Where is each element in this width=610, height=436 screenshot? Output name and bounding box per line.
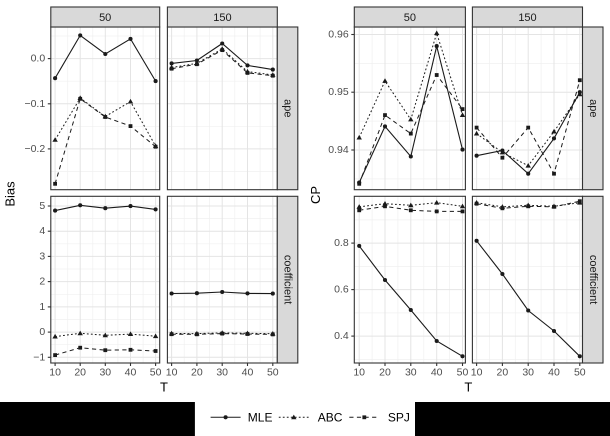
svg-text:0.96: 0.96 [328,29,349,41]
svg-text:150: 150 [518,12,536,24]
svg-text:0.6: 0.6 [334,284,349,296]
svg-text:coefficient: coefficient [587,255,599,304]
svg-text:30: 30 [522,367,534,379]
svg-text:40: 40 [548,367,560,379]
svg-text:50: 50 [150,367,162,379]
svg-text:1: 1 [39,301,45,313]
svg-text:−1: −1 [33,351,45,363]
svg-text:0.95: 0.95 [328,86,349,98]
svg-text:150: 150 [213,12,231,24]
svg-text:ape: ape [282,99,294,117]
svg-text:CP: CP [308,186,323,204]
svg-text:20: 20 [497,367,509,379]
svg-text:40: 40 [431,367,443,379]
svg-text:10: 10 [353,367,365,379]
svg-text:40: 40 [125,367,137,379]
svg-text:30: 30 [405,367,417,379]
svg-text:3: 3 [39,250,45,262]
svg-text:10: 10 [166,367,178,379]
svg-text:30: 30 [99,367,111,379]
svg-text:T: T [160,380,168,395]
svg-text:4: 4 [39,225,45,237]
svg-text:20: 20 [191,367,203,379]
svg-text:coefficient: coefficient [282,255,294,304]
svg-text:50: 50 [404,12,416,24]
svg-text:ABC: ABC [318,410,343,424]
svg-text:ape: ape [587,99,599,117]
svg-text:T: T [464,380,472,395]
svg-text:0: 0 [39,326,45,338]
svg-text:2: 2 [39,276,45,288]
svg-text:20: 20 [379,367,391,379]
svg-text:10: 10 [471,367,483,379]
svg-text:0.8: 0.8 [334,237,349,249]
svg-text:10: 10 [49,367,61,379]
svg-text:Bias: Bias [3,181,18,207]
svg-text:50: 50 [574,367,586,379]
svg-text:0.4: 0.4 [334,330,349,342]
svg-text:50: 50 [267,367,279,379]
svg-text:5: 5 [39,200,45,212]
svg-text:MLE: MLE [248,410,273,424]
svg-text:0.94: 0.94 [328,144,349,156]
svg-text:0.0: 0.0 [31,53,46,65]
svg-text:−0.1: −0.1 [24,98,45,110]
svg-text:20: 20 [74,367,86,379]
svg-text:SPJ: SPJ [388,410,410,424]
svg-text:−0.2: −0.2 [24,143,45,155]
svg-text:50: 50 [99,12,111,24]
svg-text:30: 30 [216,367,228,379]
svg-text:40: 40 [242,367,254,379]
svg-text:50: 50 [457,367,469,379]
